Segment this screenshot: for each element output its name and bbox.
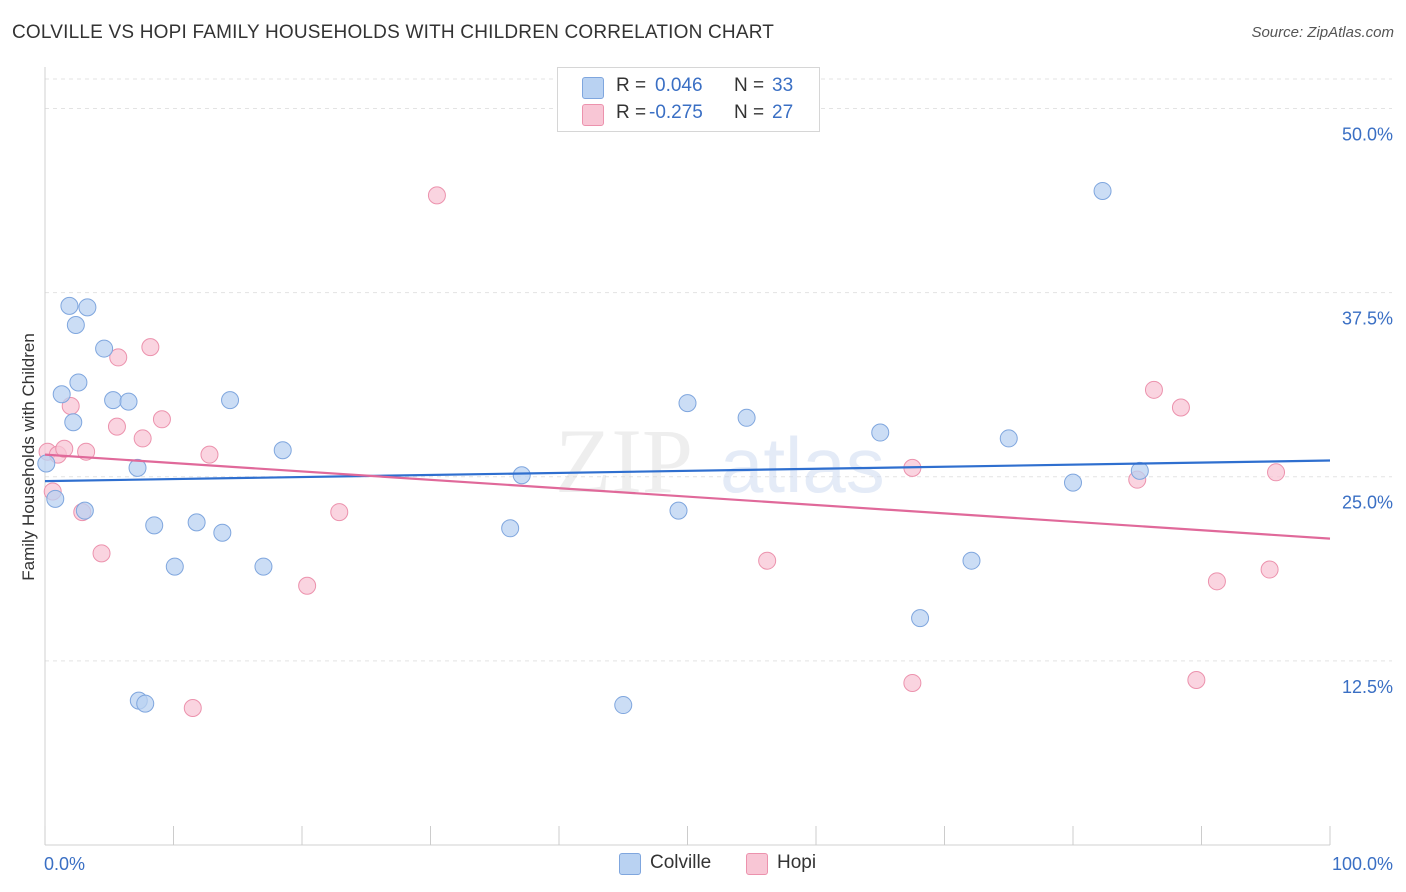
- colville-point: [95, 339, 114, 358]
- hopi-point: [1144, 380, 1163, 399]
- colville-point: [37, 454, 56, 473]
- colville-point: [512, 466, 531, 485]
- trend-lines: [44, 453, 1331, 540]
- hopi-point: [903, 673, 922, 692]
- colville-point: [273, 441, 292, 460]
- colville-point: [254, 557, 273, 576]
- hopi-point: [758, 551, 777, 570]
- colville-point: [213, 523, 232, 542]
- hopi-point: [55, 439, 74, 458]
- hopi-point: [133, 429, 152, 448]
- y-tick-label: 50.0%: [1342, 124, 1393, 144]
- source-credit: Source: ZipAtlas.com: [1251, 24, 1394, 41]
- colville-point: [75, 501, 94, 520]
- legend-n-label: N =: [734, 75, 765, 96]
- colville-point: [614, 696, 633, 715]
- hopi-point: [1267, 463, 1286, 482]
- x-tick-label: 0.0%: [44, 854, 85, 874]
- hopi-point: [109, 348, 128, 367]
- hopi-point: [141, 338, 160, 357]
- hopi-point: [1207, 572, 1226, 591]
- hopi-point: [107, 417, 126, 436]
- y-tick-label: 25.0%: [1342, 493, 1393, 513]
- tick-labels: 12.5% 25.0% 37.5% 50.0% 0.0% 100.0%: [44, 124, 1393, 874]
- hopi-point: [1260, 560, 1279, 579]
- y-axis-label: Family Households with Children: [19, 333, 38, 581]
- colville-point: [1093, 181, 1112, 200]
- legend-r-value: -0.275: [649, 102, 703, 123]
- bottom-legend-label: Hopi: [777, 852, 817, 873]
- colville-point: [501, 519, 520, 538]
- colville-point: [66, 316, 85, 335]
- colville-point: [69, 373, 88, 392]
- hopi-point: [92, 544, 111, 563]
- colville-point: [1064, 473, 1082, 492]
- legend-n-value: 33: [772, 75, 794, 96]
- colville-point: [911, 609, 930, 628]
- hopi-swatch: [746, 853, 768, 875]
- colville-point: [678, 394, 697, 413]
- hopi-swatch: [582, 104, 604, 126]
- hopi-point: [330, 503, 349, 522]
- colville-point: [187, 513, 206, 532]
- colville-point: [221, 391, 240, 410]
- hopi-point: [427, 186, 446, 205]
- colville-point: [52, 385, 71, 404]
- colville-point: [60, 296, 79, 315]
- colville-trend-line: [44, 459, 1331, 483]
- correlation-legend: R = 0.046 N = 33 R = -0.275 N = 27: [557, 67, 820, 132]
- hopi-point: [298, 576, 317, 595]
- legend-n-label: N =: [734, 102, 765, 123]
- colville-point: [669, 501, 688, 520]
- legend-r-value: 0.046: [655, 75, 703, 96]
- colville-point: [64, 413, 83, 432]
- hopi-point: [152, 410, 171, 429]
- y-tick-label: 12.5%: [1342, 677, 1393, 697]
- colville-point: [119, 392, 138, 411]
- colville-swatch: [619, 853, 641, 875]
- legend-n-value: 27: [772, 102, 794, 123]
- hopi-trend-line: [44, 453, 1331, 540]
- legend-r-label: R =: [616, 75, 647, 96]
- hopi-point: [1187, 671, 1206, 690]
- y-tick-label: 37.5%: [1342, 309, 1393, 329]
- hopi-point: [1171, 398, 1190, 417]
- x-tick-label: 100.0%: [1332, 854, 1393, 874]
- colville-point: [737, 408, 756, 427]
- colville-point: [128, 458, 147, 477]
- hopi-point: [200, 445, 219, 464]
- colville-point: [145, 516, 164, 535]
- hopi-point: [77, 442, 96, 461]
- watermark-atlas: atlas: [720, 421, 885, 509]
- legend-r-label: R =: [616, 102, 647, 123]
- colville-point: [962, 551, 981, 570]
- colville-point: [136, 694, 155, 713]
- chart-title: COLVILLE VS HOPI FAMILY HOUSEHOLDS WITH …: [12, 22, 775, 43]
- colville-point: [46, 489, 65, 508]
- colville-point: [1130, 461, 1149, 480]
- colville-point: [104, 391, 123, 410]
- grid-lines: [45, 78, 1392, 662]
- colville-point: [999, 429, 1018, 448]
- bottom-legend-label: Colville: [650, 852, 712, 873]
- hopi-point: [183, 699, 202, 718]
- colville-point: [165, 557, 184, 576]
- colville-swatch: [582, 77, 604, 99]
- colville-point: [78, 298, 97, 317]
- colville-points: [37, 181, 1149, 715]
- colville-point: [871, 423, 890, 442]
